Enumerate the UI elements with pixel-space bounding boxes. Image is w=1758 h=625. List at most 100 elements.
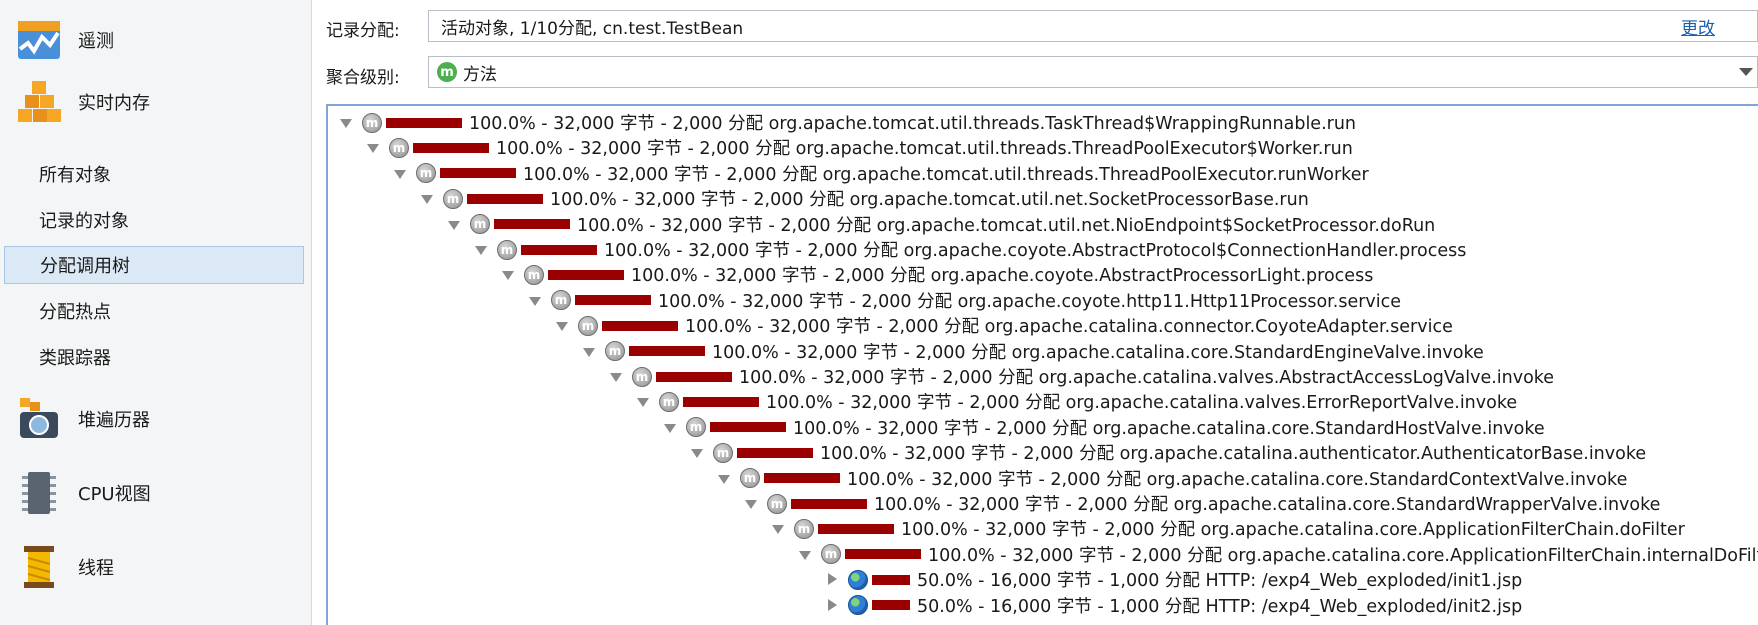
tree-row[interactable]: m 100.0% - 32,000 字节 - 2,000 分配 org.apach… [444,212,1435,237]
expanded-toggle-icon[interactable] [606,364,626,389]
allocation-percent-bar [872,600,910,611]
expanded-toggle-icon[interactable] [687,440,707,465]
tree-row[interactable]: m 100.0% - 32,000 字节 - 2,000 分配 org.apach… [417,186,1309,211]
tree-row-label: 100.0% - 32,000 字节 - 2,000 分配 org.apache… [550,190,1309,211]
expanded-toggle-icon[interactable] [714,466,734,491]
tree-row[interactable]: m 100.0% - 32,000 字节 - 2,000 分配 org.apach… [606,364,1554,389]
allocation-percent-bar [521,244,597,255]
tree-row-label: 100.0% - 32,000 字节 - 2,000 分配 org.apache… [712,342,1484,363]
allocation-percent-bar [872,574,910,585]
tree-row-label: 100.0% - 32,000 字节 - 2,000 分配 org.apache… [739,368,1555,388]
tree-row-label: 50.0% - 16,000 字节 - 1,000 分配 HTTP: /exp4… [917,596,1523,617]
method-icon: m [578,315,598,336]
tree-row[interactable]: m 100.0% - 32,000 字节 - 2,000 分配 org.apach… [741,491,1660,516]
expanded-toggle-icon[interactable] [498,262,518,287]
aggregation-level-value: 方法 [463,64,497,85]
globe-icon [848,569,868,590]
expanded-toggle-icon[interactable] [552,313,572,338]
tree-row[interactable]: m 100.0% - 32,000 字节 - 2,000 分配 org.apach… [336,110,1356,135]
sidebar-section-telemetry[interactable]: 遥测 [0,10,310,70]
expanded-toggle-icon[interactable] [444,212,464,237]
method-icon: m [470,214,490,235]
method-icon: m [443,188,463,209]
method-icon: m [524,264,544,285]
method-icon: m [497,239,517,260]
expanded-toggle-icon[interactable] [579,339,599,364]
expanded-toggle-icon[interactable] [363,135,383,160]
collapsed-toggle-icon[interactable] [822,567,842,592]
sidebar-item-label: 分配调用树 [40,256,130,277]
aggregation-level-label: 聚合级别: [326,68,400,88]
tree-row[interactable]: m 100.0% - 32,000 字节 - 2,000 分配 org.apach… [714,466,1627,491]
tree-row-label: 100.0% - 32,000 字节 - 2,000 分配 org.apache… [874,495,1661,515]
expanded-toggle-icon[interactable] [390,161,410,186]
method-icon: m [740,468,760,489]
heap-walker-icon [20,398,58,438]
allocation-call-tree[interactable]: m 100.0% - 32,000 字节 - 2,000 分配 org.apach… [326,104,1758,625]
tree-row-label: 100.0% - 32,000 字节 - 2,000 分配 org.apache… [577,215,1436,236]
allocation-percent-bar [710,422,786,433]
tree-row-label: 100.0% - 32,000 字节 - 2,000 分配 org.apache… [901,520,1685,541]
tree-row[interactable]: m 100.0% - 32,000 字节 - 2,000 分配 org.apach… [660,415,1545,440]
expanded-toggle-icon[interactable] [741,491,761,516]
tree-row-label: 100.0% - 32,000 字节 - 2,000 分配 org.apache… [469,114,1357,134]
aggregation-level-select[interactable]: m 方法 [428,56,1758,88]
cpu-view-icon [22,472,56,514]
sidebar: 遥测 实时内存 所有对象 记录的对象 分配调用树 分配热点 类跟踪器 堆遍历器 [0,0,312,625]
expanded-toggle-icon[interactable] [660,415,680,440]
sidebar-item-all-objects[interactable]: 所有对象 [4,155,304,193]
sidebar-section-label: CPU视图 [78,484,151,505]
sidebar-item-recorded-objects[interactable]: 记录的对象 [4,201,304,239]
tree-row[interactable]: m 100.0% - 32,000 字节 - 2,000 分配 org.apach… [525,288,1401,313]
allocation-percent-bar [440,168,516,179]
allocation-percent-bar [845,549,921,560]
allocation-percent-bar [737,447,813,458]
sidebar-section-cpu-view[interactable]: CPU视图 [0,463,310,523]
allocation-percent-bar [656,371,732,382]
tree-row-label: 100.0% - 32,000 字节 - 2,000 分配 org.apache… [820,444,1647,465]
tree-row[interactable]: 50.0% - 16,000 字节 - 1,000 分配 HTTP: /exp4… [822,593,1522,618]
allocation-percent-bar [575,295,651,306]
tree-row[interactable]: m 100.0% - 32,000 字节 - 2,000 分配 org.apach… [363,135,1353,160]
sidebar-item-label: 类跟踪器 [39,348,111,369]
expanded-toggle-icon[interactable] [795,542,815,567]
change-link[interactable]: 更改 [1681,18,1715,39]
threads-icon [24,546,54,588]
expanded-toggle-icon[interactable] [768,516,788,541]
sidebar-item-allocation-call-tree[interactable]: 分配调用树 [4,246,304,284]
expanded-toggle-icon[interactable] [471,237,491,262]
allocation-percent-bar [386,117,462,128]
method-icon: m [767,493,787,514]
expanded-toggle-icon[interactable] [336,110,356,135]
collapsed-toggle-icon[interactable] [822,593,842,618]
sidebar-section-live-memory[interactable]: 实时内存 [0,72,310,132]
tree-row[interactable]: m 100.0% - 32,000 字节 - 2,000 分配 org.apach… [390,161,1369,186]
allocation-percent-bar [683,396,759,407]
expanded-toggle-icon[interactable] [417,186,437,211]
tree-row[interactable]: m 100.0% - 32,000 字节 - 2,000 分配 org.apach… [795,542,1758,567]
sidebar-item-label: 分配热点 [39,302,111,323]
method-icon: m [794,518,814,539]
allocation-percent-bar [629,346,705,357]
sidebar-item-class-tracker[interactable]: 类跟踪器 [4,338,304,376]
sidebar-section-heap-walker[interactable]: 堆遍历器 [0,389,310,449]
tree-row[interactable]: m 100.0% - 32,000 字节 - 2,000 分配 org.apach… [552,313,1453,338]
sidebar-section-threads[interactable]: 线程 [0,537,310,597]
tree-row[interactable]: m 100.0% - 32,000 字节 - 2,000 分配 org.apach… [687,440,1646,465]
method-icon: m [416,163,436,184]
tree-row-label: 100.0% - 32,000 字节 - 2,000 分配 org.apache… [928,545,1758,566]
tree-row-label: 100.0% - 32,000 字节 - 2,000 分配 org.apache… [523,164,1369,185]
tree-row[interactable]: 50.0% - 16,000 字节 - 1,000 分配 HTTP: /exp4… [822,567,1522,592]
tree-row[interactable]: m 100.0% - 32,000 字节 - 2,000 分配 org.apach… [768,516,1685,541]
allocation-percent-bar [548,269,624,280]
expanded-toggle-icon[interactable] [525,288,545,313]
tree-row[interactable]: m 100.0% - 32,000 字节 - 2,000 分配 org.apach… [633,389,1517,414]
tree-row-label: 100.0% - 32,000 字节 - 2,000 分配 org.apache… [793,418,1545,439]
tree-row[interactable]: m 100.0% - 32,000 字节 - 2,000 分配 org.apach… [498,262,1373,287]
expanded-toggle-icon[interactable] [633,389,653,414]
tree-row[interactable]: m 100.0% - 32,000 字节 - 2,000 分配 org.apach… [471,237,1466,262]
chevron-down-icon [1739,68,1753,76]
tree-row[interactable]: m 100.0% - 32,000 字节 - 2,000 分配 org.apach… [579,339,1484,364]
tree-row-label: 100.0% - 32,000 字节 - 2,000 分配 org.apache… [496,139,1353,160]
sidebar-item-allocation-hot-spots[interactable]: 分配热点 [4,292,304,330]
